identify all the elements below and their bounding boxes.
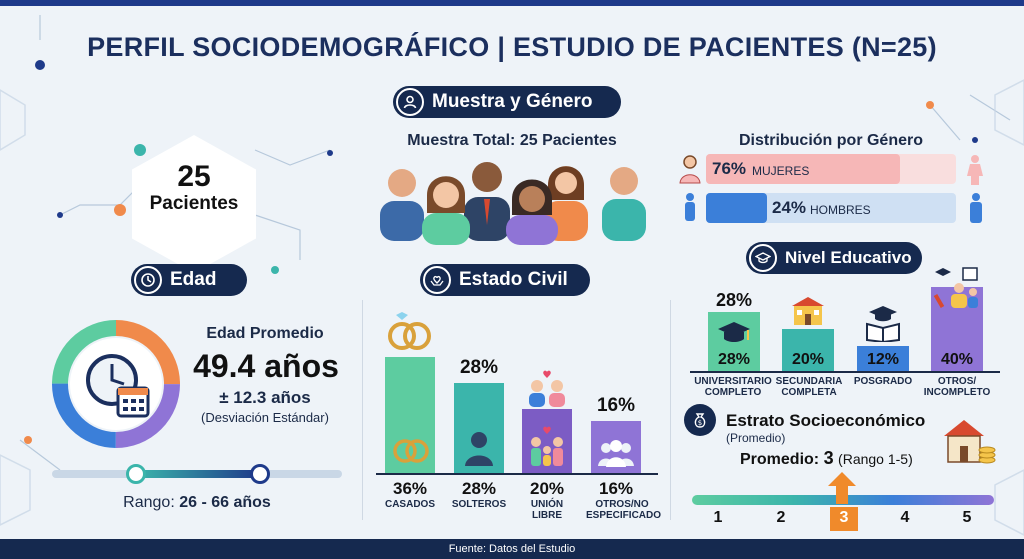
divider-right bbox=[670, 300, 671, 520]
women-label: MUJERES bbox=[752, 164, 810, 178]
sample-count-label: Pacientes bbox=[149, 193, 239, 214]
age-range-value: 26 - 66 años bbox=[179, 494, 271, 511]
patients-group-illustration bbox=[380, 162, 646, 245]
age-sd-value: ± 12.3 años bbox=[219, 388, 311, 407]
svg-text:$: $ bbox=[698, 419, 702, 427]
stratum-scale-2: 2 bbox=[776, 509, 786, 526]
mortarboard-icon bbox=[718, 322, 750, 342]
page-title: PERFIL SOCIODEMOGRÁFICO | ESTUDIO DE PAC… bbox=[87, 32, 937, 62]
section-age: Edad bbox=[131, 264, 247, 296]
gender-heading: Distribución por Género bbox=[738, 132, 923, 149]
divider-left bbox=[362, 300, 363, 520]
age-sd-label: (Desviación Estándar) bbox=[201, 410, 329, 425]
edu-bar-postgrad bbox=[857, 345, 909, 371]
section-sample-gender-label: Muestra y Género bbox=[432, 91, 593, 112]
stratum-avg-value: 3 bbox=[823, 448, 834, 468]
top-accent-bar bbox=[0, 0, 1024, 6]
edu-bar-secondary bbox=[782, 329, 834, 371]
stratum-subtitle: (Promedio) bbox=[726, 431, 786, 445]
stratum-scale-3: 3 bbox=[839, 509, 849, 526]
stratum-range-text: (Rango 1-5) bbox=[838, 451, 913, 467]
education-baseline bbox=[690, 371, 1000, 373]
rings-small-icon bbox=[393, 439, 429, 463]
civil-single-pct: 28% bbox=[461, 479, 497, 498]
footer-source: Fuente: Datos del Estudio bbox=[0, 539, 1024, 559]
edu-other-label: OTROS/ INCOMPLETO bbox=[923, 376, 991, 398]
group-icon bbox=[598, 440, 634, 467]
age-avg-label: Edad Promedio bbox=[206, 325, 324, 342]
female-outline-icon bbox=[967, 155, 983, 185]
stratum-title: Estrato Socioeconómico bbox=[726, 411, 926, 430]
edu-university-label: UNIVERSITARIO COMPLETO bbox=[694, 376, 772, 398]
sample-count: 25 bbox=[177, 160, 211, 193]
edu-secondary-label: SECUNDARIA COMPLETA bbox=[775, 376, 843, 398]
stratum-average-text: Promedio: 3 (Rango 1-5) bbox=[740, 448, 913, 469]
hands-heart-icon bbox=[423, 266, 451, 294]
civil-free-union-label: UNIÓN LIBRE bbox=[530, 499, 564, 521]
edu-postgrad-label: POSGRADO bbox=[853, 376, 913, 387]
education-top-pct: 28% bbox=[715, 290, 753, 310]
age-range-min-handle bbox=[126, 464, 146, 484]
civil-married-pct: 36% bbox=[392, 479, 428, 498]
edu-secondary-pct: 20% bbox=[791, 351, 825, 368]
female-icon bbox=[679, 155, 701, 184]
civil-other-pct: 16% bbox=[598, 479, 634, 498]
stratum-avg-label: Promedio: bbox=[740, 451, 820, 468]
age-range-max-handle bbox=[250, 464, 270, 484]
section-civil-label: Estado Civil bbox=[459, 269, 568, 290]
sample-hexagon bbox=[132, 135, 256, 273]
family-icon bbox=[531, 426, 563, 466]
stratum-scale-4: 4 bbox=[900, 509, 910, 526]
study-materials-icon bbox=[933, 267, 978, 309]
section-education-label: Nivel Educativo bbox=[785, 248, 912, 267]
civil-single-top-pct: 28% bbox=[459, 356, 499, 378]
section-education: Nivel Educativo bbox=[746, 242, 922, 274]
user-icon bbox=[396, 88, 424, 116]
women-bar-fill bbox=[706, 154, 900, 184]
clock-calendar-icon bbox=[86, 354, 150, 418]
age-range-label: Rango: bbox=[123, 494, 175, 511]
section-sample-gender: Muestra y Género bbox=[393, 86, 621, 118]
men-pct: 24% bbox=[772, 198, 807, 217]
stratum-highlight-arrow bbox=[828, 472, 856, 504]
male-outline-icon bbox=[970, 193, 982, 223]
edu-university-pct: 28% bbox=[717, 351, 751, 368]
men-bar-fill bbox=[706, 193, 768, 223]
book-cap-icon bbox=[866, 306, 900, 342]
sample-total-text: Muestra Total: 25 Pacientes bbox=[407, 132, 617, 149]
graduation-cap-icon bbox=[749, 244, 777, 272]
age-range-fill bbox=[136, 470, 260, 478]
civil-baseline bbox=[376, 473, 658, 475]
section-civil: Estado Civil bbox=[420, 264, 590, 296]
money-bag-icon: $ bbox=[684, 404, 716, 436]
edu-other-pct: 40% bbox=[940, 351, 974, 368]
men-label: HOMBRES bbox=[810, 203, 871, 217]
timer-icon bbox=[134, 266, 162, 294]
age-avg-value: 49.4 años bbox=[193, 348, 339, 384]
house-coins-icon bbox=[944, 420, 996, 464]
school-building-icon bbox=[792, 297, 824, 325]
single-person-icon bbox=[465, 432, 493, 466]
civil-other-top-pct: 16% bbox=[596, 395, 636, 417]
civil-married-label: CASADOS bbox=[384, 499, 435, 510]
civil-other-label: OTROS/NO ESPECIFICADO bbox=[586, 499, 662, 521]
stratum-scale-5: 5 bbox=[962, 509, 972, 526]
civil-single-label: SOLTEROS bbox=[451, 499, 507, 510]
stratum-scale-3-highlight bbox=[830, 507, 858, 531]
rings-icon bbox=[388, 312, 431, 350]
women-pct: 76% bbox=[712, 159, 747, 178]
age-range-text: Rango: 26 - 66 años bbox=[52, 494, 342, 512]
couple-icon bbox=[529, 370, 565, 407]
stratum-scale-1: 1 bbox=[713, 509, 723, 526]
civil-free-union-pct: 20% bbox=[529, 479, 565, 498]
edu-postgrad-pct: 12% bbox=[866, 351, 900, 368]
male-icon bbox=[685, 193, 695, 221]
section-age-label: Edad bbox=[170, 269, 217, 290]
